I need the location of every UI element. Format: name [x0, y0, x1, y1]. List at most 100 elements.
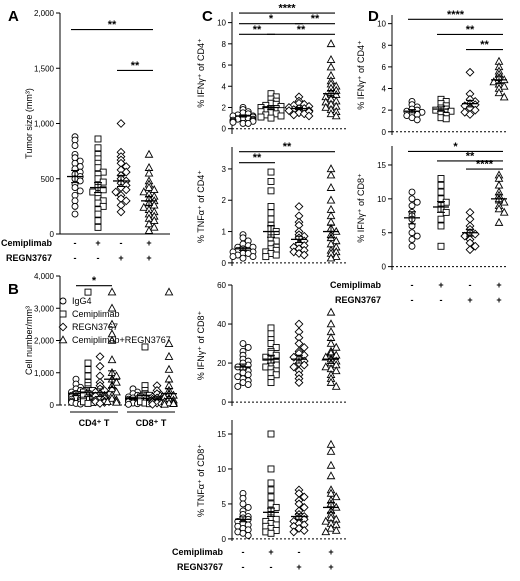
data-point-triangle [139, 202, 149, 211]
data-point-square [437, 175, 445, 182]
data-point-triangle [144, 225, 154, 234]
data-point-triangle [103, 397, 112, 406]
panel-C4: 0 5 10 15 % TNFα⁺ of CD8⁺ [196, 420, 346, 544]
y-tick-label: 0 [50, 401, 55, 410]
data-point-triangle [58, 335, 68, 344]
data-point-triangle [326, 39, 336, 48]
y-tick-label: 0 [222, 259, 227, 268]
data-point-square [94, 210, 102, 218]
y-tick-label: 0 [382, 128, 387, 137]
legend-label: Cemiplimab+REGN3767 [72, 335, 171, 345]
data-point-circle [239, 254, 247, 262]
y-tick-label: 10 [377, 20, 386, 29]
treatment-sign: - [242, 562, 245, 572]
data-point-circle [413, 116, 421, 124]
data-point-triangle [326, 109, 336, 118]
data-point-square [267, 340, 275, 347]
data-point-triangle [326, 338, 336, 347]
data-point-circle [125, 400, 132, 408]
data-point-square [84, 288, 92, 296]
data-point-triangle [326, 307, 336, 316]
y-tick-label: 20 [217, 359, 226, 368]
data-point-triangle [112, 397, 121, 406]
data-point-triangle [107, 287, 117, 296]
y-tick-label: 4 [222, 82, 227, 91]
y-tick-label: 10 [377, 195, 386, 204]
legend-label: Cemiplimab [72, 309, 120, 319]
data-point-triangle [331, 381, 341, 390]
treatment-sign: - [440, 295, 443, 305]
y-tick-label: 3 [222, 165, 227, 174]
data-point-diamond [299, 492, 309, 502]
treatment-sign: + [118, 253, 123, 263]
treatment-sign: - [411, 295, 414, 305]
data-point-triangle [164, 287, 174, 296]
data-point-square [442, 115, 450, 123]
data-point-triangle [499, 207, 509, 216]
data-point-diamond [111, 187, 121, 197]
y-tick-label: 0 [222, 125, 227, 134]
y-tick-label: 1,000 [34, 369, 55, 378]
data-point-diamond [121, 185, 131, 195]
data-point-circle [229, 253, 237, 261]
data-point-square [267, 215, 275, 223]
data-point-diamond [294, 202, 304, 211]
data-point-circle [244, 344, 252, 351]
data-point-square [84, 399, 92, 407]
data-point-triangle [164, 351, 174, 360]
y-tick-label: 500 [41, 175, 55, 184]
data-point-diamond [294, 319, 304, 329]
data-point-circle [76, 187, 84, 195]
data-point-diamond [294, 249, 304, 258]
data-point-triangle [107, 303, 117, 312]
y-tick-label: 0 [222, 535, 227, 544]
treatment-row-label: Cemiplimab [172, 547, 224, 557]
treatment-sign: - [74, 253, 77, 263]
treatment-sign: - [74, 238, 77, 248]
data-point-circle [244, 250, 252, 257]
treatment-row-label: REGN3767 [6, 253, 52, 263]
y-tick-label: 4 [382, 85, 387, 94]
significance-stars: * [269, 13, 274, 25]
data-point-triangle [326, 54, 336, 63]
treatment-sign: + [268, 547, 273, 557]
data-point-square [267, 330, 275, 338]
data-point-square [94, 144, 102, 152]
data-point-square [267, 209, 275, 217]
treatment-sign: - [469, 280, 472, 290]
y-tick-label: 0 [50, 230, 55, 239]
y-tick-label: 2,000 [34, 337, 55, 346]
data-point-triangle [321, 527, 331, 536]
data-point-square [272, 251, 280, 259]
data-point-circle [408, 236, 416, 243]
significance-stars: * [453, 141, 458, 153]
y-axis-label: % TNFα⁺ of CD4⁺ [196, 170, 206, 243]
panel-B: 0 1,000 2,000 3,000 4,000 Cell number/mm³ B * CD… [8, 272, 178, 428]
data-point-triangle [494, 204, 504, 213]
significance-stars: * [92, 275, 97, 287]
legend: IgG4 Cemiplimab REGN3767 Cemiplimab+REGN376… [58, 296, 171, 345]
data-point-square [267, 486, 275, 494]
treatment-sign: - [242, 547, 245, 557]
data-point-square [267, 379, 275, 387]
data-point-triangle [326, 377, 336, 386]
y-tick-label: 2,000 [34, 9, 55, 18]
data-point-diamond [299, 526, 309, 535]
significance-stars: ** [283, 141, 292, 153]
y-tick-label: 3,000 [34, 304, 55, 313]
data-point-square [59, 310, 67, 318]
data-point-square [437, 181, 445, 189]
data-point-circle [239, 494, 247, 502]
data-point-diamond [289, 247, 299, 257]
data-point-triangle [321, 516, 331, 525]
y-tick-label: 0 [382, 263, 387, 272]
data-point-diamond [470, 105, 480, 115]
y-tick-label: 5 [222, 500, 227, 509]
data-point-triangle [331, 111, 341, 120]
significance-stars: **** [447, 9, 465, 21]
data-point-triangle [107, 355, 117, 364]
data-point-diamond [289, 110, 299, 120]
panel-label: A [8, 8, 19, 25]
